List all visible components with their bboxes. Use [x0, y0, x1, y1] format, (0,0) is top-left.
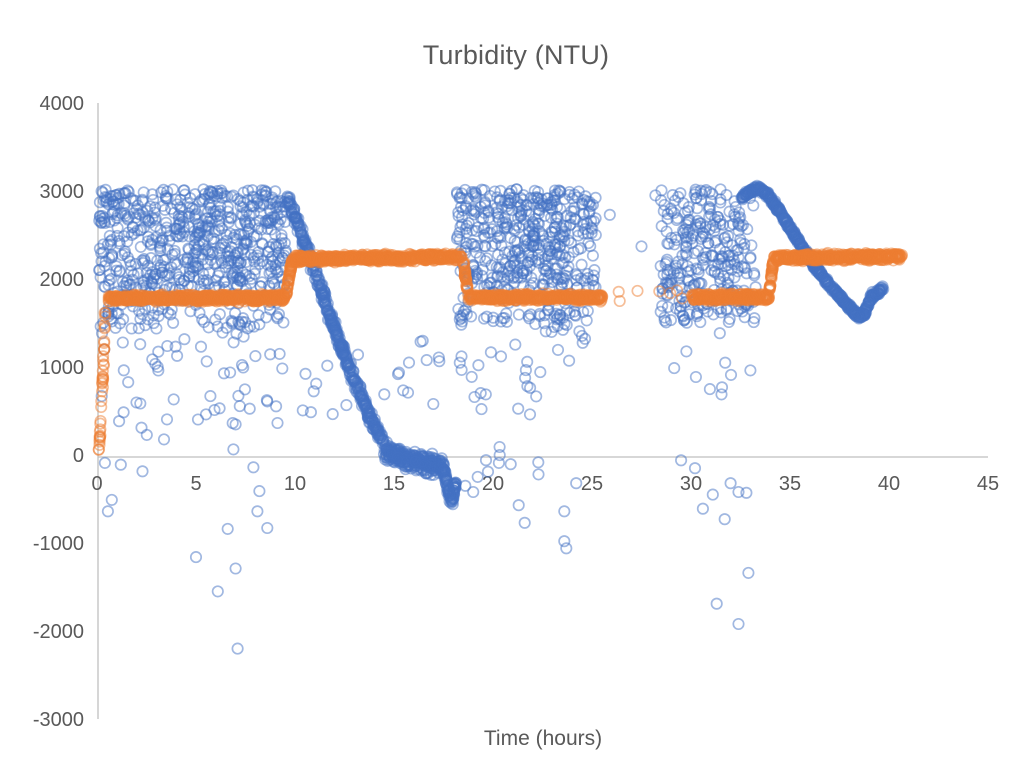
series-2-orange	[92, 246, 908, 456]
x-tick-label: 25	[581, 473, 603, 495]
chart-title: Turbidity (NTU)	[422, 40, 610, 70]
y-axis-tick-labels: 4000 3000 2000 1000 0 -1000 -2000 -3000	[33, 93, 84, 731]
x-tick-label: 0	[91, 473, 102, 495]
y-tick-label: -2000	[33, 621, 84, 643]
y-tick-label: 0	[73, 445, 84, 467]
y-tick-label: -3000	[33, 709, 84, 731]
y-tick-label: 3000	[40, 181, 85, 203]
x-axis-tick-labels: 0 5 10 15 20 25 30 35 40 45	[91, 473, 999, 495]
x-tick-label: 10	[284, 473, 306, 495]
y-tick-label: -1000	[33, 533, 84, 555]
x-tick-label: 30	[680, 473, 702, 495]
y-tick-label: 1000	[40, 357, 85, 379]
x-axis-label: Time (hours)	[483, 727, 603, 750]
series-1-blue	[93, 179, 890, 655]
x-tick-label: 35	[779, 473, 801, 495]
series-layer	[92, 179, 908, 655]
x-tick-label: 40	[878, 473, 900, 495]
x-tick-label: 15	[383, 473, 405, 495]
y-tick-label: 2000	[40, 269, 85, 291]
x-tick-label: 5	[190, 473, 201, 495]
x-tick-label: 45	[977, 473, 999, 495]
x-tick-label: 20	[482, 473, 504, 495]
y-tick-label: 4000	[40, 93, 85, 115]
